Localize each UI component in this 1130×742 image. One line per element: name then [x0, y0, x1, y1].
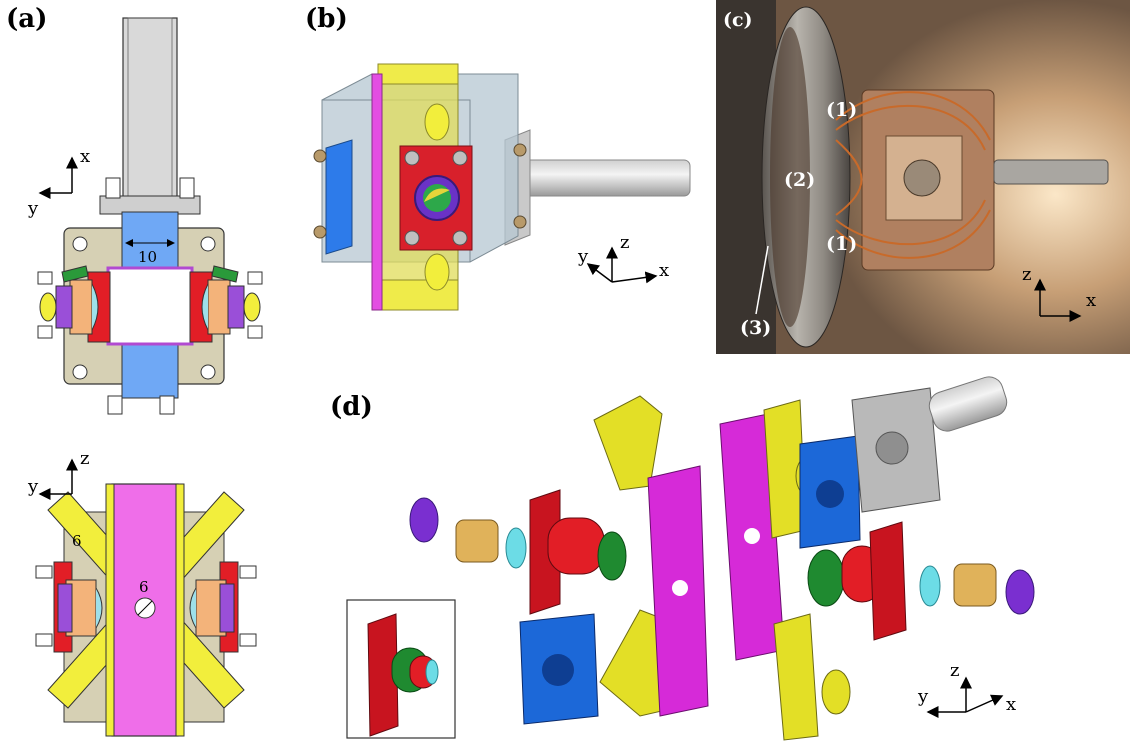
panel-c-label-1-top: (1) [826, 99, 857, 121]
panel-a-top-drawing [37, 17, 263, 415]
panel-d-axis-z: z [950, 660, 959, 681]
panel-b-render [313, 63, 691, 311]
panel-d-exploded-view [409, 376, 1035, 741]
panel-c-photo [716, 0, 1130, 354]
panel-b-axis-x: x [659, 260, 669, 281]
panel-b-axis-y: y [577, 246, 589, 267]
panel-a-bottom-axis-y: y [27, 476, 39, 497]
panel-a-bottom-drawing [35, 483, 257, 737]
panel-label-d: (d) [330, 392, 373, 422]
panel-c-axis-x: x [1086, 290, 1096, 311]
panel-c-label: (c) [723, 9, 753, 31]
panel-b-axes [586, 246, 658, 284]
panel-c-label-3: (3) [740, 317, 771, 339]
panel-a-dimension-6-hole: 6 [139, 578, 149, 596]
panel-a-top-axis-x: x [80, 146, 90, 167]
panel-d-axes [926, 676, 1004, 718]
panel-a-top-axis-y: y [27, 198, 39, 219]
panel-d-inset-assembly [367, 613, 439, 737]
panel-d-axis-y: y [917, 686, 929, 707]
panel-a-top-axes [38, 156, 78, 199]
panel-c-label-2: (2) [784, 169, 815, 191]
panel-label-b: (b) [305, 4, 348, 34]
panel-a-bottom-axis-z: z [80, 448, 89, 469]
panel-label-a: (a) [6, 4, 48, 34]
panel-c-axes [1034, 278, 1082, 322]
panel-a-dimension-10: 10 [138, 248, 157, 266]
panel-c-label-1-bottom: (1) [826, 233, 857, 255]
panel-c-label-3-leader [755, 245, 769, 315]
panel-c-axis-z: z [1022, 264, 1031, 285]
panel-b-axis-z: z [620, 232, 629, 253]
panel-a-bottom-axes [38, 458, 78, 500]
panel-d-axis-x: x [1006, 694, 1016, 715]
panel-a-dimension-6-diagonal: 6 [72, 532, 82, 550]
